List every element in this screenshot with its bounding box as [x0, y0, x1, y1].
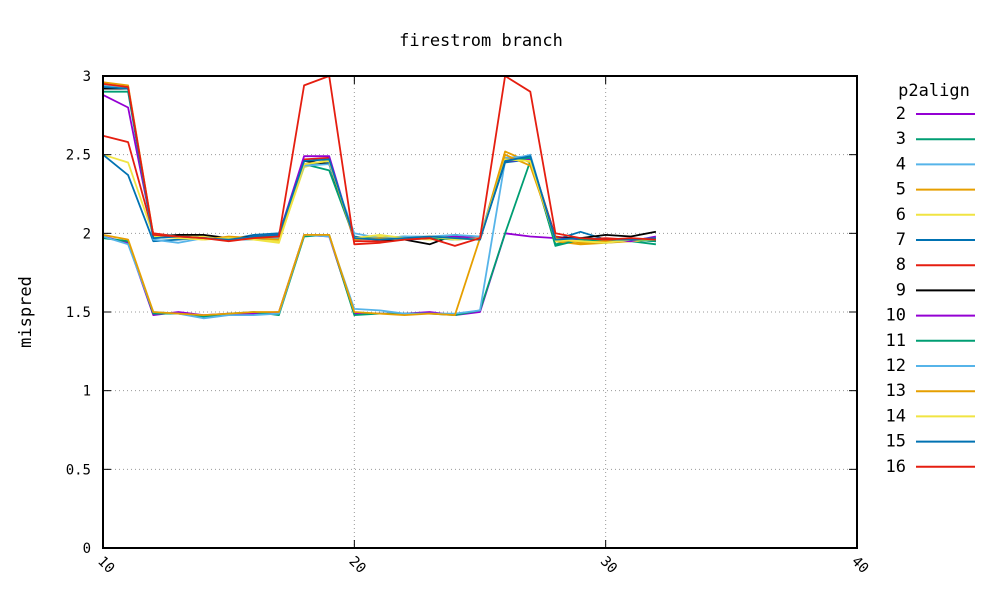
series-line-16 — [102, 75, 656, 247]
legend-label: 5 — [896, 180, 906, 200]
x-tick-label: 30 — [597, 554, 620, 577]
legend-label: 11 — [886, 331, 906, 351]
series-layer — [102, 75, 657, 320]
series-line-13 — [102, 81, 656, 244]
legend-label: 16 — [886, 457, 906, 477]
series-line-14 — [102, 83, 656, 244]
legend: p2align 2 3 4 5 6 7 8 9 10 11 12 13 14 15 16 — [886, 81, 975, 477]
series-line-6 — [102, 153, 656, 243]
series-line-8 — [102, 134, 656, 243]
y-tick-label: 3 — [83, 69, 91, 85]
legend-label: 6 — [896, 205, 906, 225]
x-tick-label: 40 — [848, 554, 871, 577]
y-tick-label: 2 — [83, 226, 91, 242]
legend-label: 3 — [896, 129, 906, 149]
legend-label: 15 — [886, 432, 906, 452]
legend-label: 13 — [886, 381, 906, 401]
legend-label: 12 — [886, 356, 906, 376]
series-line-10 — [102, 94, 657, 243]
series-line-2 — [102, 232, 656, 317]
y-tick-label: 2.5 — [66, 148, 91, 164]
y-tick-label: 0 — [83, 541, 91, 557]
series-line-5 — [102, 150, 656, 317]
legend-label: 10 — [886, 306, 906, 326]
chart-title: firestrom branch — [399, 31, 563, 51]
series-line-7 — [102, 154, 656, 243]
x-tick-label: 10 — [94, 554, 117, 577]
series-line-15 — [102, 86, 656, 241]
series-line-12 — [102, 84, 656, 244]
legend-label: 4 — [896, 154, 906, 174]
series-line-9 — [103, 87, 657, 246]
series-line-11 — [103, 90, 656, 247]
legend-title: p2align — [898, 81, 970, 101]
legend-label: 14 — [886, 406, 906, 426]
legend-label: 2 — [896, 104, 906, 124]
y-tick-label: 0.5 — [66, 462, 91, 478]
x-tick-label: 20 — [346, 554, 369, 577]
y-tick-label: 1 — [83, 384, 91, 400]
legend-label: 9 — [896, 280, 906, 300]
y-tick-label: 1.5 — [66, 305, 91, 321]
axes: 0 0.5 1 1.5 2 2.5 3 10 20 30 40 — [66, 69, 872, 577]
legend-label: 8 — [896, 255, 906, 275]
legend-label: 7 — [896, 230, 906, 250]
y-axis-label: mispred — [16, 276, 36, 348]
